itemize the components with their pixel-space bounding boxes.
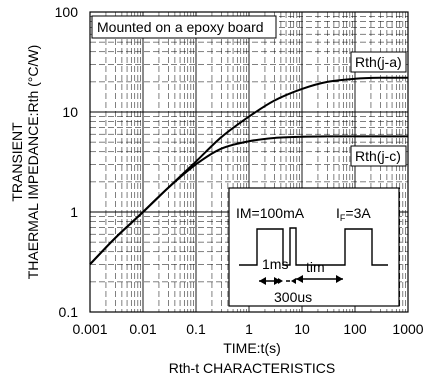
pulse-waveform [239,227,388,266]
y-tick-label: 100 [55,4,79,20]
y-axis-label-line1: TRANSIENT [9,122,25,202]
arrow-1ms-head-right [274,277,281,285]
arrow-tim-head-left [296,275,303,283]
y-tick-label: 10 [62,104,78,120]
annotation-text: Mounted on a epoxy board [97,19,264,35]
series-label-box-ja [350,51,407,73]
arrow-300us-head-left [278,278,283,284]
chart-caption: Rth-t CHARACTERISTICS [169,360,335,376]
x-tick-label: 0.001 [72,321,107,337]
series-label-box-jc [350,145,407,167]
y-axis-label-line2: THAERMAL IMPEDANCE:Rth (°C/W) [25,45,41,280]
pulse-inset: IM=100mA IF=3A 1ms tim 300us [228,187,400,307]
series-label-ja: Rth(j-a) [355,54,402,70]
x-axis-label: TIME:t(s) [223,340,281,356]
inset-im-label: IM=100mA [236,205,305,221]
arrow-1ms-head-left [259,277,266,285]
annotation-box [91,15,277,39]
series-label-jc: Rth(j-c) [355,148,401,164]
x-tick-label: 1000 [392,321,423,337]
x-tick-label: 100 [343,321,367,337]
x-tick-label: 0.01 [129,321,156,337]
inset-if-label: IF=3A [336,205,371,223]
arrow-300us-head-right [291,278,296,284]
series-group [89,76,409,265]
y-tick-label: 0.1 [59,304,79,320]
x-tick-label: 10 [294,321,310,337]
arrow-tim-head-right [336,275,343,283]
plot-frame [89,11,409,313]
series-line-rth-jc [89,135,408,265]
pulse-1ms-label: 1ms [262,256,288,272]
y-tick-label: 1 [70,204,78,220]
x-tick-label: 1 [245,321,253,337]
tick-labels: 0.001 0.01 0.1 1 10 100 1000 0.1 1 10 100 [55,4,424,337]
x-tick-label: 0.1 [186,321,206,337]
pulse-tim-label: tim [306,259,325,275]
pulse-300us-label: 300us [274,289,312,305]
